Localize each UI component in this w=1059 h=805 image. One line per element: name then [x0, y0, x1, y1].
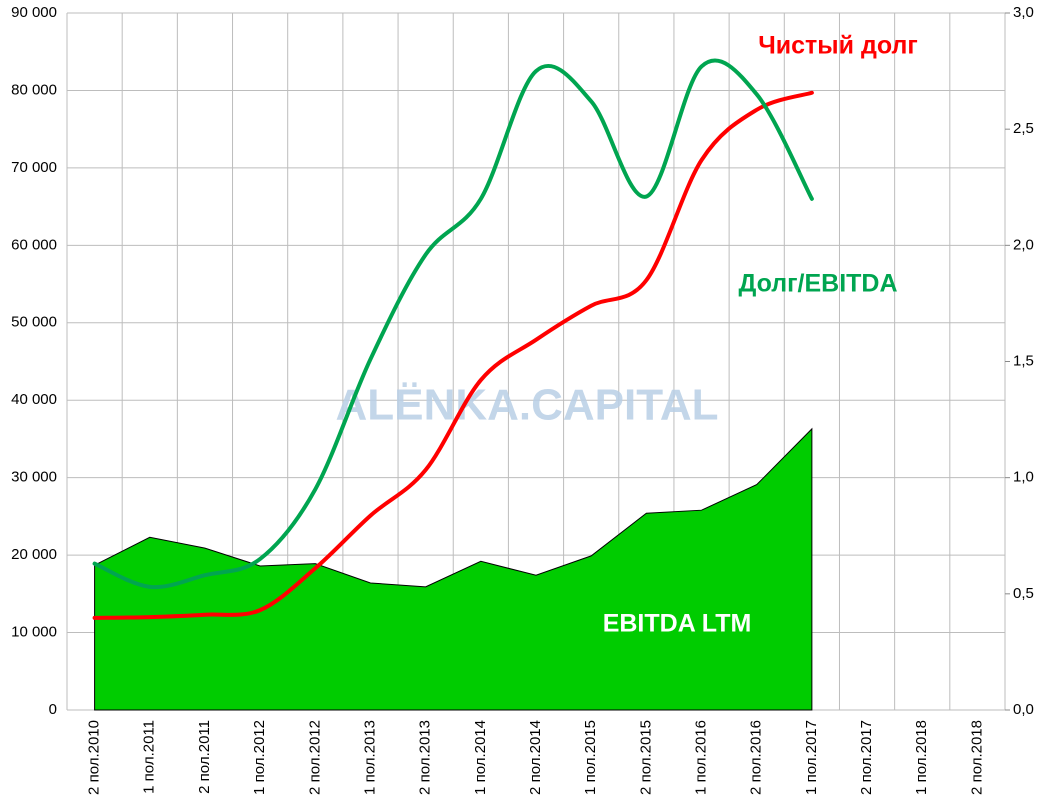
y2-tick-label: 0,0: [1013, 701, 1034, 718]
x-tick-label: 1 пол.2015: [582, 720, 599, 795]
y-tick-label: 70 000: [11, 159, 57, 176]
y-tick-label: 20 000: [11, 546, 57, 563]
x-tick-label: 1 пол.2018: [913, 720, 930, 795]
x-tick-label: 1 пол.2014: [472, 720, 489, 795]
y-tick-label: 40 000: [11, 391, 57, 408]
y-tick-label: 80 000: [11, 81, 57, 98]
line: [92, 90, 814, 620]
x-tick-label: 2 пол.2014: [527, 720, 544, 795]
series-label: EBITDA LTM: [603, 610, 752, 638]
y2-tick-label: 2,5: [1013, 120, 1034, 137]
area: [94, 427, 813, 711]
x-tick-label: 1 пол.2011: [141, 720, 158, 794]
series-label: Долг/EBITDA: [738, 270, 897, 298]
y2-tick-label: 2,0: [1013, 236, 1034, 253]
x-tick-label: 1 пол.2016: [692, 720, 709, 795]
y2-tick-label: 1,0: [1013, 469, 1034, 486]
x-tick-label: 1 пол.2012: [251, 720, 268, 795]
x-tick-label: 2 пол.2015: [637, 720, 654, 795]
y2-tick-label: 1,5: [1013, 352, 1034, 369]
x-tick-label: 1 пол.2017: [803, 720, 820, 795]
series-label: Чистый долг: [758, 32, 918, 60]
x-tick-label: 2 пол.2018: [968, 720, 985, 795]
x-tick-label: 2 пол.2012: [306, 720, 323, 795]
line: [92, 58, 814, 590]
y-tick-label: 30 000: [11, 469, 57, 486]
y-tick-label: 50 000: [11, 314, 57, 331]
y-tick-label: 90 000: [11, 4, 57, 21]
y-tick-label: 10 000: [11, 624, 57, 641]
x-tick-label: 2 пол.2011: [196, 720, 213, 794]
x-tick-label: 2 пол.2013: [417, 720, 434, 795]
y2-tick-label: 0,5: [1013, 585, 1034, 602]
x-tick-label: 1 пол.2013: [361, 720, 378, 795]
x-tick-label: 2 пол.2010: [86, 720, 103, 795]
y-tick-label: 0: [49, 701, 57, 718]
y-tick-label: 60 000: [11, 236, 57, 253]
y2-tick-label: 3,0: [1013, 4, 1034, 21]
x-tick-label: 2 пол.2017: [858, 720, 875, 795]
x-tick-label: 2 пол.2016: [748, 720, 765, 795]
watermark: ALЁNKA.CAPITAL: [335, 381, 718, 430]
